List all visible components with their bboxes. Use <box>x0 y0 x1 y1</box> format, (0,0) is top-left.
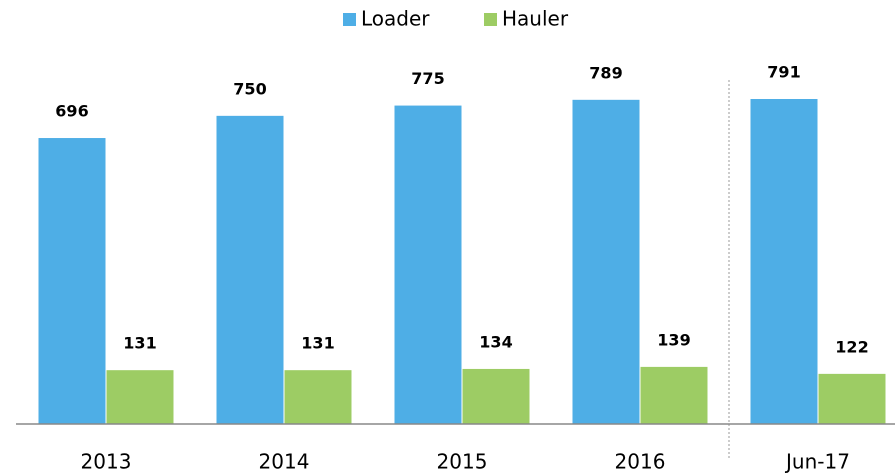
bar <box>818 373 886 424</box>
legend-label: Hauler <box>502 7 569 31</box>
legend-swatch <box>343 13 356 26</box>
x-tick-label: Jun-17 <box>784 450 850 474</box>
value-label: 775 <box>411 69 444 88</box>
bar <box>38 138 106 424</box>
value-label: 139 <box>657 330 690 349</box>
value-label: 696 <box>55 102 88 121</box>
value-label: 134 <box>479 332 512 351</box>
bar <box>216 115 284 424</box>
bar <box>462 368 530 424</box>
bar <box>572 99 640 424</box>
x-tick-label: 2014 <box>259 450 310 474</box>
value-label: 791 <box>767 63 800 82</box>
value-label: 131 <box>123 334 156 353</box>
x-tick-label: 2016 <box>615 450 666 474</box>
value-label: 750 <box>233 79 266 98</box>
bar <box>284 370 352 424</box>
bar <box>394 105 462 424</box>
value-label: 789 <box>589 63 622 82</box>
x-tick-label: 2013 <box>81 450 132 474</box>
bar <box>106 370 174 424</box>
legend-swatch <box>484 13 497 26</box>
bar <box>750 99 818 424</box>
value-label: 122 <box>835 337 868 356</box>
x-tick-label: 2015 <box>437 450 488 474</box>
value-label: 131 <box>301 334 334 353</box>
legend-label: Loader <box>361 7 430 31</box>
bar <box>640 366 708 424</box>
